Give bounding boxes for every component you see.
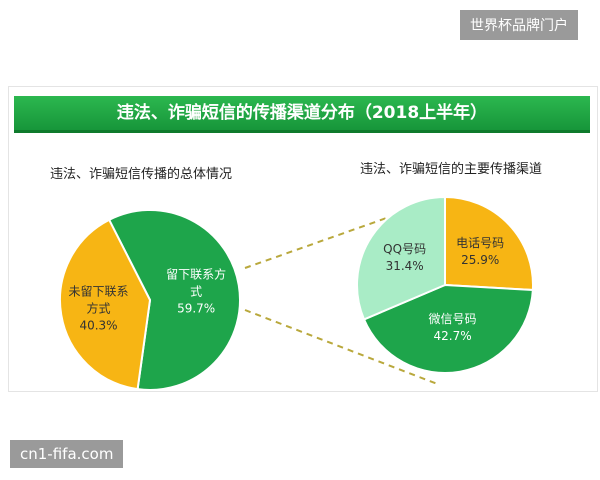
slice-label: 未留下联系方式 40.3% bbox=[69, 283, 129, 334]
value-label: 25.9% bbox=[461, 252, 500, 267]
slice-label: 微信号码 42.7% bbox=[423, 311, 483, 345]
category-label: QQ号码 bbox=[383, 242, 427, 257]
banner-title: 违法、诈骗短信的传播渠道分布（2018上半年） bbox=[14, 96, 590, 133]
pie-title: 违法、诈骗短信传播的总体情况 bbox=[50, 167, 233, 182]
pie-slice bbox=[59, 218, 152, 391]
category-label: 电话号码 bbox=[456, 235, 505, 250]
slice-label: 留下联系方式 59.7% bbox=[166, 267, 226, 318]
pie-slice bbox=[356, 195, 446, 321]
value-label: 59.7% bbox=[177, 301, 216, 316]
value-label: 42.7% bbox=[433, 329, 472, 344]
panel bbox=[8, 86, 598, 392]
category-label: 微信号码 bbox=[428, 312, 477, 327]
slice-label: QQ号码 31.4% bbox=[380, 241, 430, 275]
watermark: cn1-fifa.com bbox=[10, 440, 124, 468]
connector bbox=[244, 214, 396, 269]
slice-label: 电话号码 25.9% bbox=[450, 235, 510, 269]
pie-slice bbox=[107, 209, 241, 391]
value-label: 40.3% bbox=[79, 318, 118, 333]
category-label: 留下联系方式 bbox=[166, 267, 227, 299]
pie-slice bbox=[362, 283, 534, 374]
watermark: 世界杯品牌门户 bbox=[460, 10, 578, 40]
category-label: 未留下联系方式 bbox=[68, 284, 129, 316]
value-label: 31.4% bbox=[385, 259, 424, 274]
pie-slice bbox=[444, 195, 534, 292]
connector bbox=[244, 309, 441, 386]
pie-title: 违法、诈骗短信的主要传播渠道 bbox=[360, 162, 543, 177]
